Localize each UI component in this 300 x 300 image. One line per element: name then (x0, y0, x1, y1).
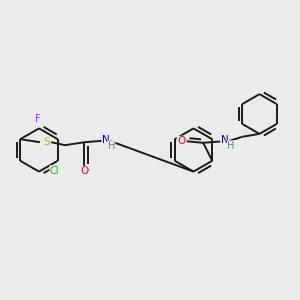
Text: S: S (43, 137, 50, 147)
Text: O: O (80, 166, 88, 176)
Text: H: H (227, 141, 235, 151)
Text: O: O (177, 136, 185, 146)
Text: N: N (102, 135, 110, 145)
Text: Cl: Cl (50, 166, 59, 176)
Text: H: H (107, 141, 115, 151)
Text: F: F (35, 113, 40, 124)
Text: N: N (220, 135, 228, 146)
